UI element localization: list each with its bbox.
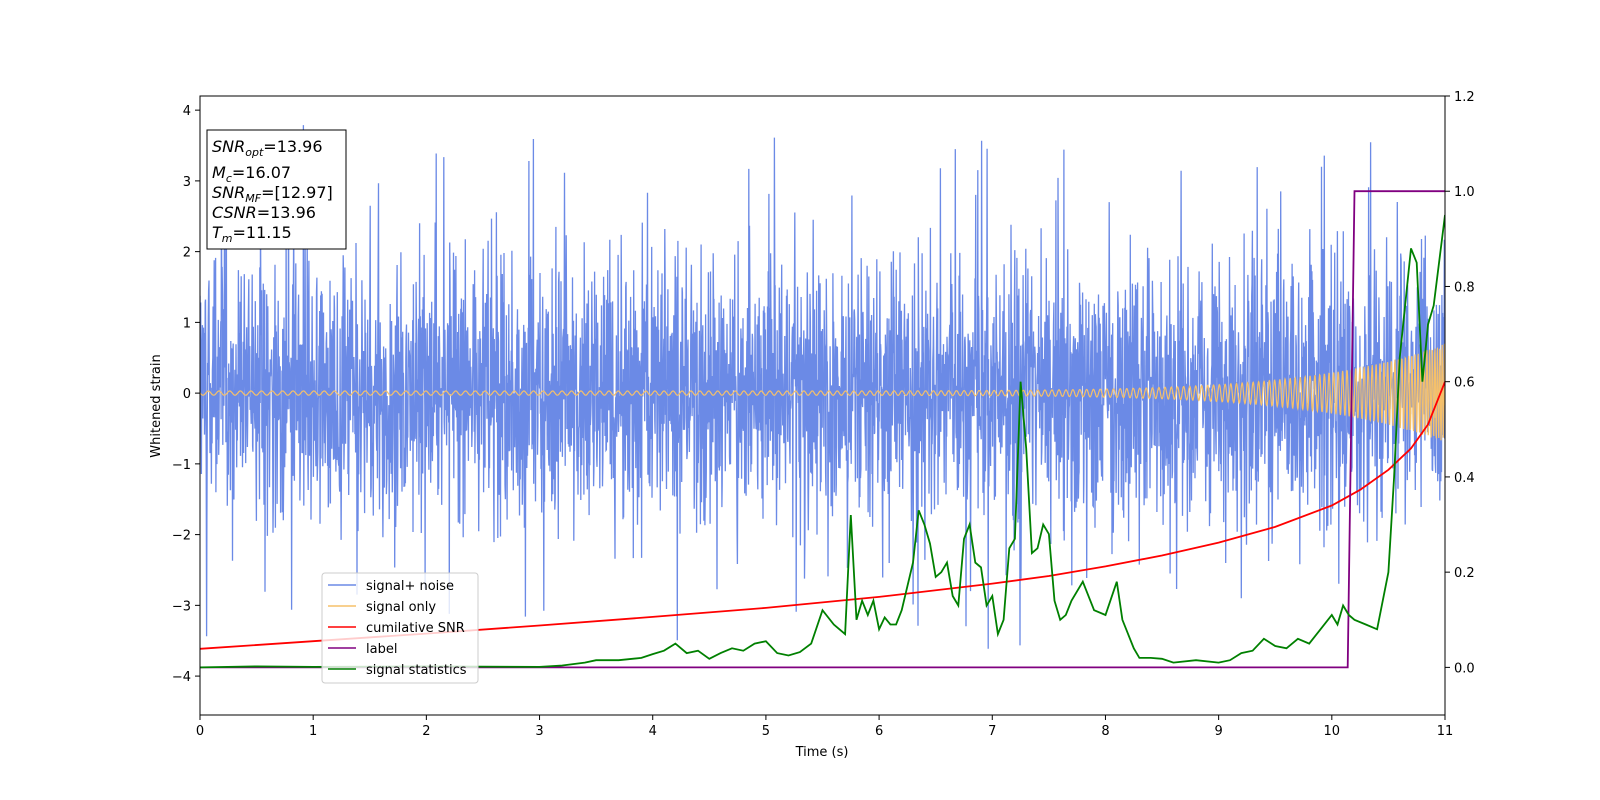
info-box: SNRopt=13.96 Mc=16.07 SNRMF=[12.97] CSNR… bbox=[206, 129, 347, 250]
y-right-tick-label: 0.0 bbox=[1454, 661, 1475, 676]
legend-label-label: label bbox=[366, 642, 397, 657]
x-tick-label: 6 bbox=[875, 724, 883, 739]
series-signal-statistics bbox=[200, 214, 1445, 669]
x-tick-label: 11 bbox=[1437, 724, 1454, 739]
y-left-tick-label: −4 bbox=[172, 670, 191, 685]
y-left-tick-label: 0 bbox=[183, 387, 191, 402]
y-right-tick-label: 0.4 bbox=[1454, 471, 1475, 486]
series-signal-noise bbox=[200, 125, 1445, 649]
info-csnr: CSNR=13.96 bbox=[212, 203, 316, 222]
x-tick-label: 2 bbox=[422, 724, 430, 739]
info-snr-mf: SNRMF=[12.97] bbox=[212, 183, 333, 205]
info-snr-opt: SNRopt=13.96 bbox=[212, 137, 323, 159]
y-right-tick-label: 1.2 bbox=[1454, 90, 1475, 105]
plot-area bbox=[200, 125, 1445, 669]
series-signal-only bbox=[200, 343, 1445, 441]
axis-ticks: 0 1 2 3 4 5 6 7 8 9 10 1143210−1−2−3−41.21.00.80.60… bbox=[172, 90, 1475, 739]
x-tick-label: 4 bbox=[649, 724, 657, 739]
y-axis-label: Whitened strain bbox=[149, 354, 164, 457]
series-cumulative-snr bbox=[200, 381, 1445, 650]
legend-label-signal-only: signal only bbox=[366, 600, 436, 615]
info-box-frame bbox=[206, 129, 347, 250]
info-mc: Mc=16.07 bbox=[212, 163, 291, 185]
info-tm: Tm=11.15 bbox=[212, 223, 292, 245]
legend-frame bbox=[321, 572, 479, 684]
y-right-tick-label: 0.8 bbox=[1454, 280, 1475, 295]
y-left-tick-label: 4 bbox=[183, 104, 191, 119]
legend-label-signal-noise: signal+ noise bbox=[366, 579, 454, 594]
y-right-tick-label: 0.6 bbox=[1454, 376, 1475, 391]
x-tick-label: 7 bbox=[988, 724, 996, 739]
y-left-tick-label: 1 bbox=[183, 316, 191, 331]
x-tick-label: 10 bbox=[1324, 724, 1341, 739]
legend-label-cumulative-snr: cumilative SNR bbox=[366, 621, 465, 636]
y-right-tick-label: 1.0 bbox=[1454, 185, 1475, 200]
legend-label-signal-statistics: signal statistics bbox=[366, 663, 467, 678]
x-tick-label: 0 bbox=[196, 724, 204, 739]
y-left-tick-label: 2 bbox=[183, 246, 191, 261]
axes-frame bbox=[199, 95, 1446, 716]
series-label bbox=[200, 190, 1445, 669]
legend: signal+ noise signal only cumilative SNR… bbox=[321, 572, 479, 684]
x-tick-label: 5 bbox=[762, 724, 770, 739]
y-right-tick-label: 0.2 bbox=[1454, 566, 1475, 581]
y-left-tick-label: −3 bbox=[172, 599, 191, 614]
y-left-tick-label: −2 bbox=[172, 529, 191, 544]
y-left-tick-label: 3 bbox=[183, 175, 191, 190]
x-tick-label: 8 bbox=[1101, 724, 1109, 739]
x-tick-label: 3 bbox=[535, 724, 543, 739]
y-left-tick-label: −1 bbox=[172, 458, 191, 473]
x-tick-label: 9 bbox=[1214, 724, 1222, 739]
x-tick-label: 1 bbox=[309, 724, 317, 739]
x-axis-label: Time (s) bbox=[795, 745, 849, 760]
